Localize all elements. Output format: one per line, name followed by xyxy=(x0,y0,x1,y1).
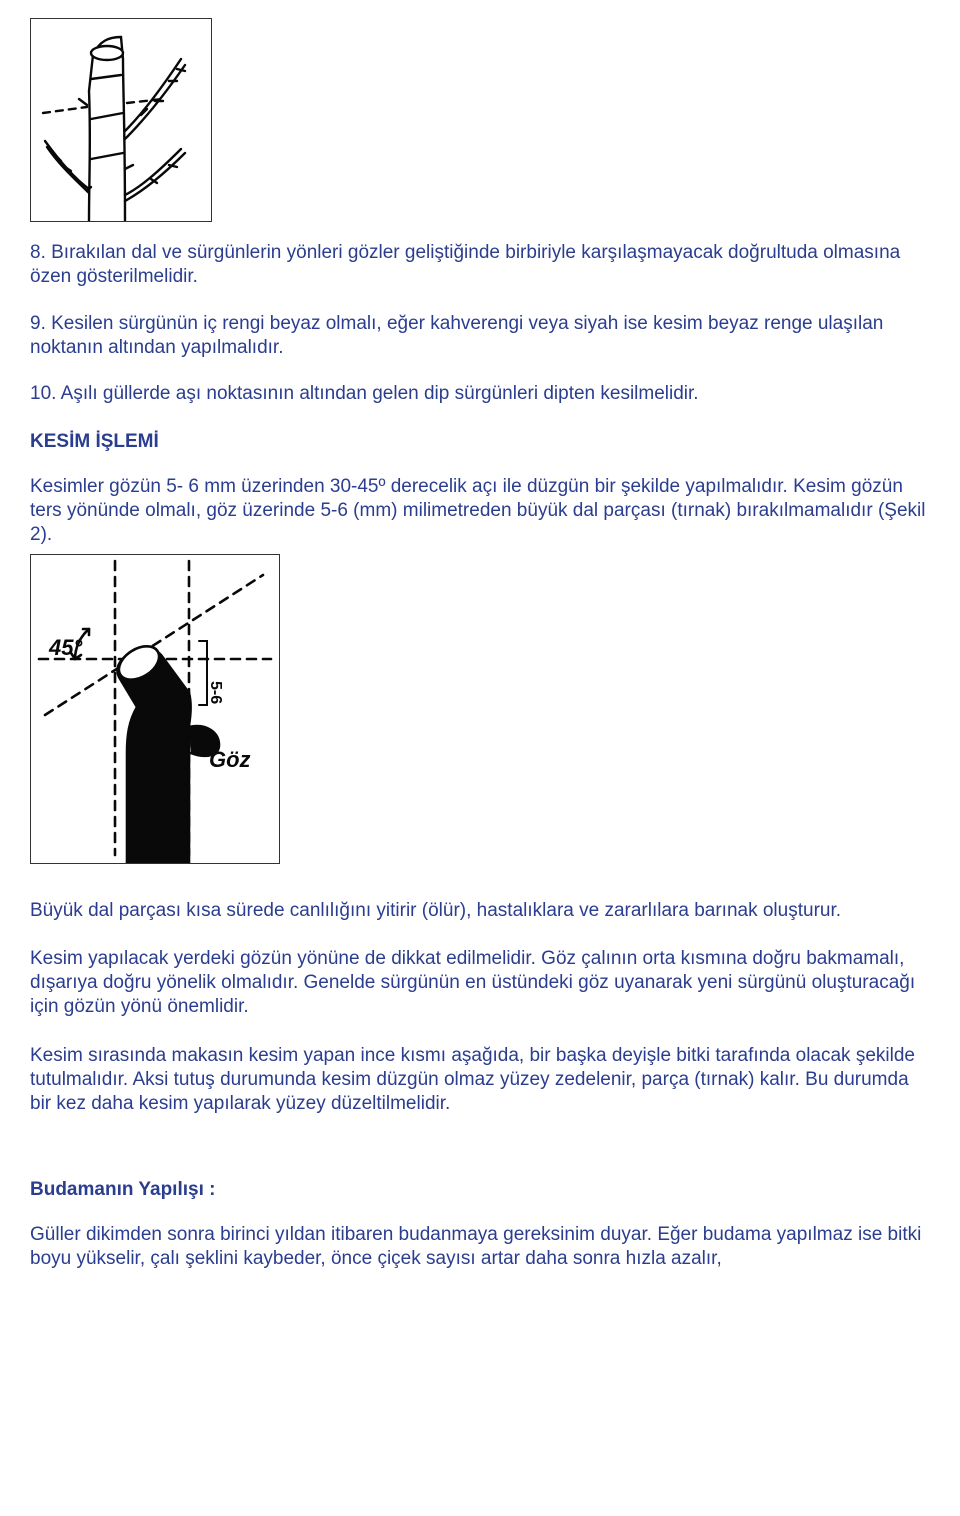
paragraph-kesim-yon: Kesim yapılacak yerdeki gözün yönüne de … xyxy=(30,947,930,1020)
figure-2-cut-angle: 45° 5-6 Göz xyxy=(30,554,280,864)
paragraph-guller-dikim: Güller dikimden sonra birinci yıldan iti… xyxy=(30,1223,930,1272)
list-item-8: 8. Bırakılan dal ve sürgünlerin yönleri … xyxy=(30,241,930,290)
figure-1-branch xyxy=(30,18,212,222)
vertical-spacer xyxy=(30,1141,930,1179)
heading-budamanin-yapilisi: Budamanın Yapılışı : xyxy=(30,1179,930,1201)
list-item-10: 10. Aşılı güllerde aşı noktasının altınd… xyxy=(30,382,930,406)
angle-label: 45° xyxy=(48,635,82,660)
goz-label: Göz xyxy=(209,747,251,772)
side-5-6-label: 5-6 xyxy=(207,681,224,704)
list-item-9: 9. Kesilen sürgünün iç rengi beyaz olmal… xyxy=(30,312,930,361)
paragraph-kesim-detail: Kesimler gözün 5- 6 mm üzerinden 30-45º … xyxy=(30,475,930,548)
paragraph-makas: Kesim sırasında makasın kesim yapan ince… xyxy=(30,1044,930,1117)
document-page: 8. Bırakılan dal ve sürgünlerin yönleri … xyxy=(0,0,960,1291)
heading-kesim-islemi: KESİM İŞLEMİ xyxy=(30,431,930,453)
paragraph-buyuk-dal: Büyük dal parçası kısa sürede canlılığın… xyxy=(30,899,930,923)
